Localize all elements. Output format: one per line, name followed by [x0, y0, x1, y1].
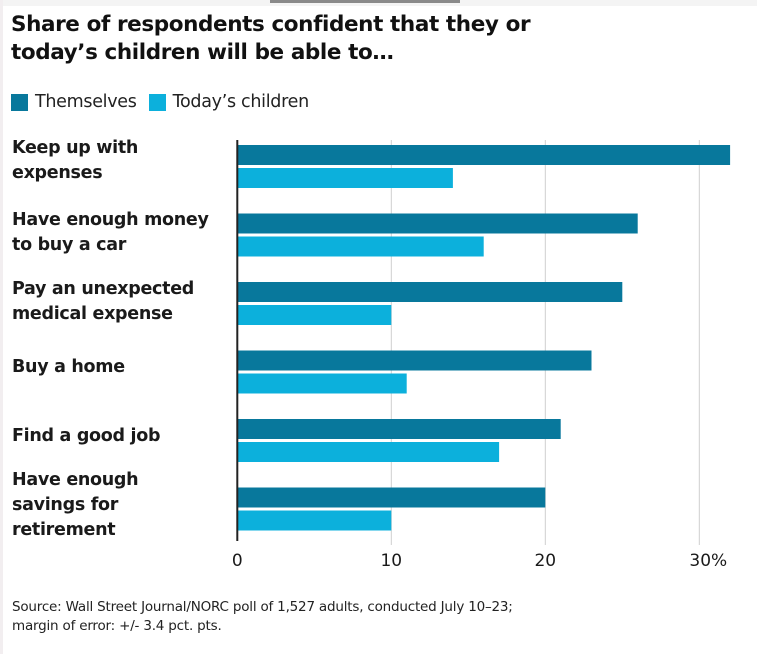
category-label-line: Have enough — [12, 470, 139, 490]
category-label-line: retirement — [12, 520, 116, 540]
x-tick-label-0: 0 — [232, 551, 243, 571]
bar-themselves-5 — [237, 487, 546, 508]
bar-today-s-children-1 — [237, 236, 484, 257]
bar-themselves-3 — [237, 350, 592, 371]
legend-item-todays-children: Today’s children — [148, 92, 310, 112]
category-label-line: expenses — [12, 163, 103, 183]
category-label-line: Keep up with — [12, 138, 139, 158]
x-tick-label-30: 30% — [689, 551, 727, 571]
category-label-2: Pay an unexpected medical expense — [12, 277, 227, 327]
category-label-line: savings for — [12, 495, 119, 515]
x-tick-label-20: 20 — [534, 551, 556, 571]
bar-today-s-children-3 — [237, 373, 407, 394]
bar-today-s-children-5 — [237, 510, 392, 531]
category-label-line: Pay an unexpected — [12, 278, 194, 299]
bar-today-s-children-0 — [237, 168, 453, 188]
category-label-line: Buy a home — [12, 357, 125, 377]
bar-themselves-1 — [237, 213, 638, 234]
category-label-line: Find a good job — [12, 426, 161, 446]
category-label-line: Have enough money — [12, 210, 209, 230]
bar-themselves-4 — [237, 419, 561, 439]
legend-swatch-themselves — [11, 93, 28, 111]
category-label-line: to buy a car — [12, 235, 127, 255]
category-label-0: Keep up with expenses — [12, 136, 227, 186]
legend-swatch-todays-children — [148, 93, 166, 111]
cropped-top-edge — [0, 0, 757, 6]
x-tick-label-10: 10 — [380, 551, 402, 571]
category-label-5: Have enough savings for retirement — [12, 468, 227, 543]
category-label-3: Buy a home — [12, 355, 227, 380]
category-label-1: Have enough money to buy a car — [12, 208, 227, 258]
bar-today-s-children-2 — [237, 305, 392, 325]
cropped-text-fragment — [270, 0, 460, 3]
source-line-2: margin of error: +/- 3.4 pct. pts. — [12, 618, 222, 634]
chart-title: Share of respondents confident that they… — [11, 12, 531, 65]
category-label-line: medical expense — [12, 303, 173, 324]
source-line-1: Source: Wall Street Journal/NORC poll of… — [12, 599, 513, 615]
bar-today-s-children-4 — [237, 442, 500, 462]
bar-themselves-0 — [237, 145, 731, 165]
legend-label-themselves: Themselves — [35, 92, 137, 112]
legend-item-themselves: Themselves — [11, 92, 137, 112]
source-note: Source: Wall Street Journal/NORC poll of… — [12, 598, 513, 636]
left-border — [0, 0, 3, 654]
legend-label-todays-children: Today’s children — [172, 92, 310, 112]
bar-themselves-2 — [237, 282, 623, 302]
category-label-4: Find a good job — [12, 424, 227, 449]
legend: Themselves Today’s children — [11, 92, 321, 112]
